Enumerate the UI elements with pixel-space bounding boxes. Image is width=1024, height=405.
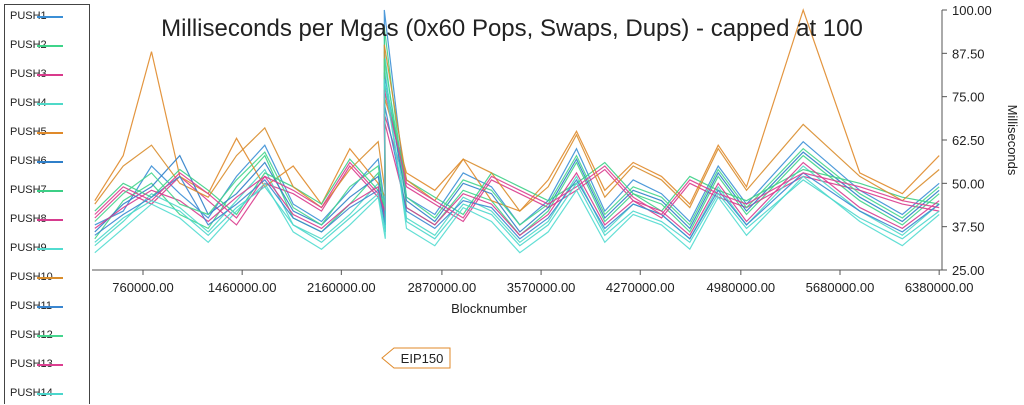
x-tick-label: 2160000.00	[307, 280, 376, 295]
series-line-push7	[94, 82, 940, 216]
x-tick-label: 5680000.00	[806, 280, 875, 295]
series-line-push9	[94, 65, 940, 254]
series-line-push10	[94, 44, 940, 212]
chart-title: Milliseconds per Mgas (0x60 Pops, Swaps,…	[161, 15, 863, 42]
legend: PUSH1 PUSH2 PUSH3 PUSH4 PUSH5 PUSH6 PUSH7 PUSH8…	[4, 4, 90, 404]
y-tick-label: 62.50	[952, 133, 985, 148]
legend-label: PUSH9	[10, 242, 47, 254]
legend-label: PUSH8	[10, 213, 47, 225]
legend-swatch	[37, 335, 63, 337]
legend-swatch	[37, 45, 63, 47]
legend-swatch	[37, 277, 63, 279]
x-axis-title: Blocknumber	[451, 301, 528, 316]
legend-label: PUSH5	[10, 126, 47, 138]
legend-swatch	[37, 161, 63, 163]
legend-label: PUSH11	[10, 300, 52, 312]
x-tick-label: 1460000.00	[208, 280, 277, 295]
legend-swatch	[37, 393, 63, 395]
series-layer	[94, 8, 940, 254]
legend-label: PUSH2	[10, 39, 47, 51]
legend-swatch	[37, 16, 63, 18]
legend-label: PUSH13	[10, 358, 53, 370]
annotation-label: EIP150	[401, 351, 444, 366]
legend-swatch	[37, 190, 63, 192]
axes-layer: 760000.00 1460000.00 2160000.00 2870000.00 3…	[92, 3, 992, 295]
legend-label: PUSH6	[10, 155, 47, 167]
legend-swatch	[37, 219, 63, 221]
series-line-push13	[94, 89, 940, 219]
annotation-flag	[381, 347, 451, 369]
legend-swatch	[37, 132, 63, 134]
y-tick-label: 37.50	[952, 220, 985, 235]
x-tick-label: 760000.00	[112, 280, 173, 295]
series-line-push14	[94, 79, 940, 247]
x-tick-label: 6380000.00	[905, 280, 974, 295]
series-line-push2	[94, 27, 940, 240]
y-tick-label: 87.50	[952, 46, 985, 61]
series-line-push12	[94, 58, 940, 226]
legend-swatch	[37, 74, 63, 76]
legend-swatch	[37, 364, 63, 366]
legend-label: PUSH10	[10, 271, 53, 283]
y-tick-label: 100.00	[952, 3, 992, 18]
x-tick-label: 4270000.00	[606, 280, 675, 295]
legend-swatch	[37, 103, 63, 105]
legend-label: PUSH7	[10, 184, 47, 196]
series-line-push1	[94, 9, 940, 226]
legend-swatch	[37, 248, 63, 250]
eip150-annotation: EIP150	[381, 347, 451, 369]
legend-swatch	[37, 306, 63, 308]
series-line-push6	[94, 72, 940, 233]
x-tick-label: 3570000.00	[507, 280, 576, 295]
legend-label: PUSH1	[10, 10, 47, 22]
x-tick-label: 2870000.00	[408, 280, 477, 295]
legend-label: PUSH12	[10, 329, 53, 341]
legend-label: PUSH14	[10, 387, 53, 399]
y-tick-label: 75.00	[952, 90, 985, 105]
y-tick-label: 25.00	[952, 263, 985, 278]
legend-label: PUSH3	[10, 68, 47, 80]
y-axis-title: Milliseconds	[1005, 105, 1020, 176]
series-line-push5	[94, 8, 940, 212]
legend-label: PUSH4	[10, 97, 47, 109]
series-line-push4	[94, 51, 940, 247]
y-tick-label: 50.00	[952, 176, 985, 191]
x-tick-label: 4980000.00	[706, 280, 775, 295]
